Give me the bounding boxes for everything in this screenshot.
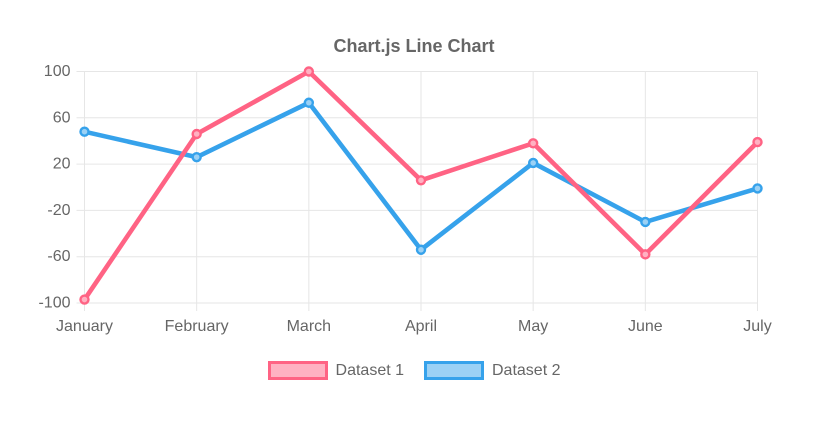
- data-point-dataset-2[interactable]: [527, 157, 539, 169]
- x-axis-label: May: [518, 318, 548, 335]
- x-axis-label: February: [165, 318, 229, 335]
- x-axis-label: June: [628, 318, 663, 335]
- x-axis-label: January: [56, 318, 113, 335]
- data-point-dataset-1[interactable]: [79, 294, 90, 305]
- y-axis-tick-label: -60: [47, 248, 70, 265]
- legend-item-dataset-2[interactable]: Dataset 2: [424, 361, 560, 380]
- data-point-dataset-2[interactable]: [191, 151, 202, 163]
- data-point-dataset-1[interactable]: [303, 66, 315, 77]
- data-point-dataset-1[interactable]: [527, 138, 539, 149]
- y-axis-tick-label: 60: [53, 109, 71, 126]
- x-axis-label: July: [743, 318, 771, 335]
- y-axis-tick-label: -100: [38, 295, 70, 312]
- data-point-dataset-2[interactable]: [752, 183, 763, 194]
- data-point-dataset-1[interactable]: [191, 128, 202, 140]
- data-point-dataset-2[interactable]: [640, 216, 651, 228]
- x-axis-label: April: [405, 318, 437, 335]
- y-axis-tick-label: -20: [47, 202, 70, 219]
- legend-item-dataset-1[interactable]: Dataset 1: [267, 361, 404, 380]
- data-point-dataset-1[interactable]: [752, 136, 763, 148]
- data-point-dataset-1[interactable]: [415, 175, 427, 186]
- legend-swatch-dataset-2: [424, 361, 484, 380]
- y-axis-tick-label: 20: [53, 156, 71, 173]
- legend-label: Dataset 1: [335, 361, 404, 379]
- data-point-dataset-1[interactable]: [640, 249, 651, 260]
- data-point-dataset-2[interactable]: [303, 97, 315, 108]
- legend-label: Dataset 2: [492, 361, 561, 379]
- x-axis-label: March: [287, 318, 331, 335]
- data-point-dataset-2[interactable]: [79, 126, 90, 137]
- y-axis-tick-label: 100: [44, 63, 71, 80]
- legend: Dataset 1 Dataset 2: [0, 361, 828, 380]
- data-point-dataset-2[interactable]: [415, 244, 427, 255]
- legend-swatch-dataset-1: [267, 361, 328, 380]
- chart-title: Chart.js Line Chart: [333, 36, 495, 56]
